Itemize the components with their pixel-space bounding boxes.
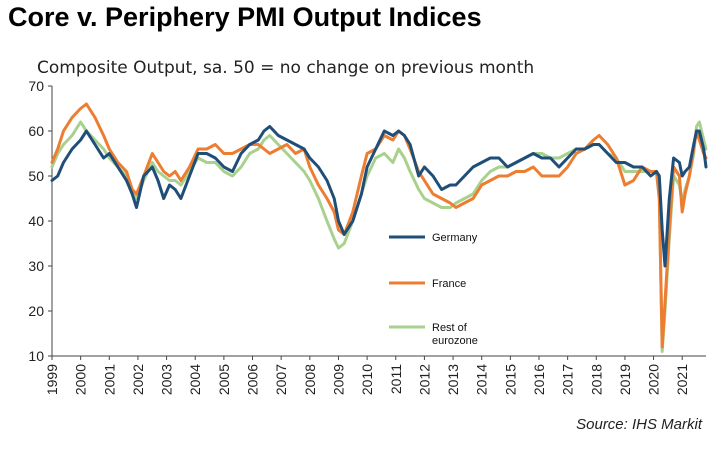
x-tick-label-2021: 2021 (674, 364, 690, 395)
y-tick-label-10: 10 (28, 348, 44, 364)
y-tick-label-60: 60 (28, 123, 44, 139)
x-tick-label-2004: 2004 (187, 364, 203, 395)
source-note: Source: IHS Markit (576, 416, 702, 433)
x-tick-label-2019: 2019 (617, 364, 633, 395)
y-tick-label-40: 40 (28, 213, 44, 229)
x-tick-label-2007: 2007 (273, 364, 289, 395)
x-tick-label-2018: 2018 (588, 364, 604, 395)
x-tick-label-2013: 2013 (445, 364, 461, 395)
x-tick-label-2005: 2005 (216, 364, 232, 395)
legend-label-germany: Germany (432, 232, 478, 244)
x-tick-label-2015: 2015 (502, 364, 518, 395)
x-tick-label-2011: 2011 (388, 364, 404, 394)
x-tick-label-2003: 2003 (159, 364, 175, 395)
legend-label-rest-of-eurozone-line2: eurozone (432, 335, 478, 347)
chart-subtitle: Composite Output, sa. 50 = no change on … (37, 58, 535, 78)
x-tick-label-2014: 2014 (474, 364, 490, 395)
x-tick-label-2000: 2000 (73, 364, 89, 395)
x-tick-label-2002: 2002 (130, 364, 146, 395)
legend-label-rest-of-eurozone: Rest of (432, 322, 468, 334)
x-tick-label-2008: 2008 (302, 364, 318, 395)
legend-label-france: France (432, 278, 466, 290)
y-tick-label-30: 30 (28, 258, 44, 274)
x-tick-label-1999: 1999 (44, 364, 60, 395)
x-tick-label-2016: 2016 (531, 364, 547, 395)
x-tick-label-2006: 2006 (245, 364, 261, 395)
x-tick-label-2020: 2020 (646, 364, 662, 395)
y-tick-label-50: 50 (28, 168, 44, 184)
x-tick-label-2001: 2001 (101, 364, 117, 395)
series-line-france (50, 102, 708, 349)
x-tick-label-2010: 2010 (359, 364, 375, 395)
x-tick-label-2017: 2017 (560, 364, 576, 395)
y-tick-label-20: 20 (28, 303, 44, 319)
series-line-germany (50, 125, 708, 268)
x-tick-label-2012: 2012 (416, 364, 432, 395)
x-tick-label-2009: 2009 (330, 364, 346, 395)
chart-title: Core v. Periphery PMI Output Indices (8, 2, 482, 32)
y-tick-label-70: 70 (28, 78, 44, 94)
